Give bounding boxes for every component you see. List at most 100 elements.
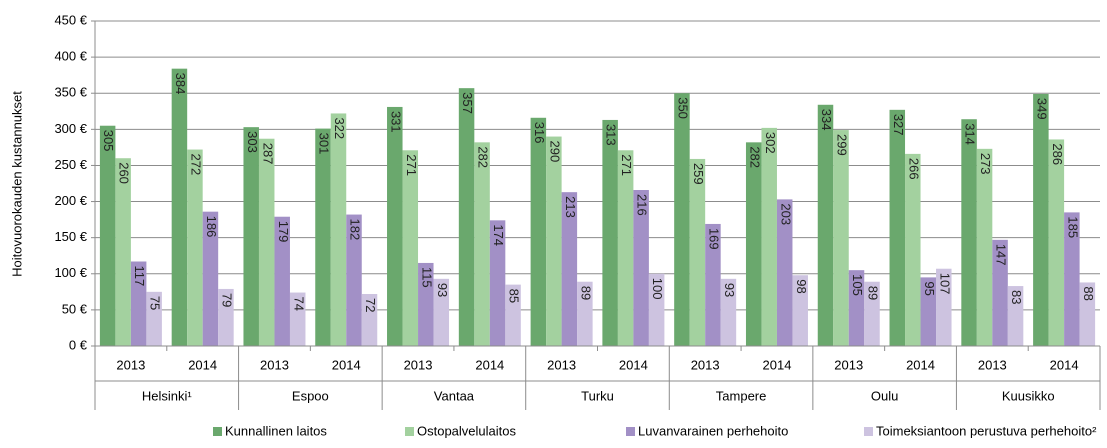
bar [187, 149, 203, 346]
bar [99, 125, 116, 346]
data-label: 272 [188, 154, 203, 176]
legend-swatch [405, 427, 414, 436]
group-label: Oulu [871, 388, 898, 403]
data-label: 89 [866, 286, 881, 300]
legend-label: Ostopalvelulaitos [417, 423, 516, 438]
bar [648, 273, 665, 346]
x-tick-label: 2014 [763, 357, 792, 372]
bar [315, 128, 331, 346]
data-label: 98 [794, 279, 809, 293]
data-label: 314 [963, 123, 978, 145]
data-label: 95 [922, 281, 937, 295]
y-tick-label: 200 € [54, 193, 87, 208]
y-tick-label: 450 € [54, 12, 87, 27]
bar [776, 199, 793, 346]
y-tick-label: 350 € [54, 85, 87, 100]
data-label: 349 [1034, 98, 1049, 120]
bar [530, 117, 547, 347]
group-label: Kuusikko [1002, 388, 1055, 403]
bar [920, 277, 937, 346]
data-label: 350 [675, 97, 690, 119]
x-tick-label: 2014 [619, 357, 648, 372]
data-label: 287 [260, 143, 275, 165]
data-label: 322 [332, 117, 347, 139]
bar [361, 294, 378, 346]
data-label: 107 [937, 273, 952, 295]
legend-label: Kunnallinen laitos [225, 423, 327, 438]
bar [889, 109, 906, 346]
data-label: 85 [507, 289, 522, 303]
bar [689, 158, 706, 346]
data-label: 260 [117, 162, 132, 184]
x-tick-label: 2013 [404, 357, 433, 372]
data-label: 93 [722, 283, 737, 297]
bar [130, 261, 147, 346]
data-label: 115 [419, 267, 434, 288]
y-axis-label: Hoitovuorokauden kustannukset [9, 91, 24, 277]
data-label: 271 [404, 154, 419, 176]
y-tick-label: 0 € [69, 337, 88, 352]
bar [474, 142, 490, 346]
data-label: 147 [994, 244, 1009, 266]
data-label: 316 [532, 122, 547, 144]
data-label: 273 [978, 153, 993, 175]
bar [1048, 139, 1065, 346]
data-label: 282 [476, 146, 491, 168]
bar [489, 220, 506, 346]
legend-label: Toimeksiantoon perustuva perhehoito² [876, 423, 1097, 438]
y-tick-label: 50 € [62, 301, 88, 316]
bar [577, 281, 593, 346]
bar [561, 192, 578, 346]
data-label: 331 [388, 111, 403, 133]
bar [936, 268, 952, 346]
data-label: 271 [619, 154, 634, 176]
x-tick-label: 2013 [834, 357, 863, 372]
data-label: 266 [906, 158, 921, 180]
bar [961, 119, 977, 346]
group-label: Helsinki¹ [142, 388, 193, 403]
bar [243, 127, 259, 347]
bar [346, 214, 362, 346]
bar [864, 281, 880, 346]
bar [258, 138, 275, 346]
bar [792, 275, 808, 346]
x-tick-label: 2013 [116, 357, 145, 372]
data-label: 357 [460, 92, 475, 114]
y-tick-label: 150 € [54, 229, 87, 244]
x-tick-label: 2014 [475, 357, 504, 372]
y-tick-label: 400 € [54, 49, 87, 64]
bar [745, 142, 762, 346]
legend-label: Luvanvarainen perhehoito [638, 423, 788, 438]
bar [1033, 93, 1049, 346]
data-label: 303 [245, 131, 260, 153]
data-label: 83 [1009, 290, 1024, 304]
bar [833, 130, 849, 346]
bar [992, 239, 1008, 346]
bar [274, 216, 290, 346]
data-label: 88 [1081, 286, 1096, 300]
bar [115, 158, 131, 346]
data-label: 93 [435, 283, 450, 297]
group-label: Espoo [292, 388, 329, 403]
bar [905, 153, 921, 346]
data-label: 203 [778, 203, 793, 225]
x-tick-label: 2014 [188, 357, 217, 372]
data-label: 74 [291, 297, 306, 311]
y-tick-label: 300 € [54, 121, 87, 136]
bar [1079, 282, 1096, 346]
data-label: 313 [604, 124, 619, 146]
bar [171, 68, 188, 347]
bar [674, 93, 690, 346]
bar [546, 136, 562, 346]
bar [848, 270, 865, 346]
bar [330, 113, 347, 346]
legend-swatch [864, 427, 873, 436]
data-label: 305 [101, 130, 116, 152]
data-label: 286 [1050, 143, 1065, 165]
data-label: 169 [706, 228, 721, 250]
x-tick-label: 2013 [260, 357, 289, 372]
data-label: 117 [132, 266, 147, 287]
x-tick-label: 2014 [332, 357, 361, 372]
data-label: 259 [691, 163, 706, 185]
x-tick-label: 2013 [691, 357, 720, 372]
